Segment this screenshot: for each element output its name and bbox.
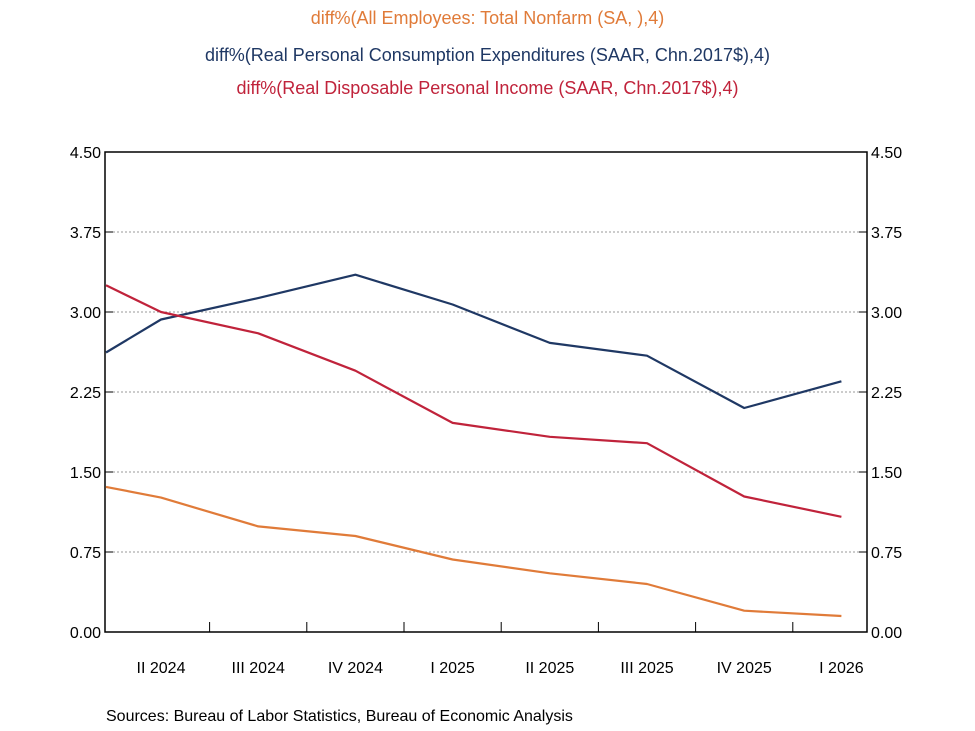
series-line-1 [105,273,842,410]
y-tick-label-right: 3.75 [871,225,902,242]
grid-layer [105,231,867,553]
series-layer [105,273,842,618]
chart-title-pce: diff%(Real Personal Consumption Expendit… [205,45,770,65]
x-tick-label: II 2024 [137,660,186,677]
chart-title-income: diff%(Real Disposable Personal Income (S… [236,78,739,98]
y-tick-label-left: 4.50 [70,145,101,162]
label-layer: 0.00 0.00 0.75 0.75 1.50 1.50 2.25 2.25 3.00 3.00… [70,145,902,677]
y-tick-label-left: 3.00 [70,305,101,322]
y-tick-label-left: 0.00 [70,625,101,642]
x-tick-label: IV 2025 [717,660,772,677]
y-tick-label-right: 1.50 [871,465,902,482]
y-tick-label-right: 0.00 [871,625,902,642]
x-tick-label: II 2025 [525,660,574,677]
x-tick-label: III 2024 [232,660,285,677]
y-tick-label-left: 3.75 [70,225,101,242]
y-tick-label-left: 2.25 [70,385,101,402]
x-tick-label: III 2025 [620,660,673,677]
y-tick-label-right: 2.25 [871,385,902,402]
chart-title-nonfarm: diff%(All Employees: Total Nonfarm (SA, … [310,8,665,28]
tick-layer [105,151,867,633]
x-tick-label: IV 2024 [328,660,383,677]
x-tick-label: I 2025 [430,660,475,677]
series-line-0 [105,485,842,618]
series-line-2 [105,284,842,518]
y-tick-label-right: 0.75 [871,545,902,562]
source-note: Sources: Bureau of Labor Statistics, Bur… [106,708,573,725]
x-tick-label: I 2026 [819,660,864,677]
y-tick-label-left: 0.75 [70,545,101,562]
y-tick-label-right: 4.50 [871,145,902,162]
y-tick-label-left: 1.50 [70,465,101,482]
y-tick-label-right: 3.00 [871,305,902,322]
